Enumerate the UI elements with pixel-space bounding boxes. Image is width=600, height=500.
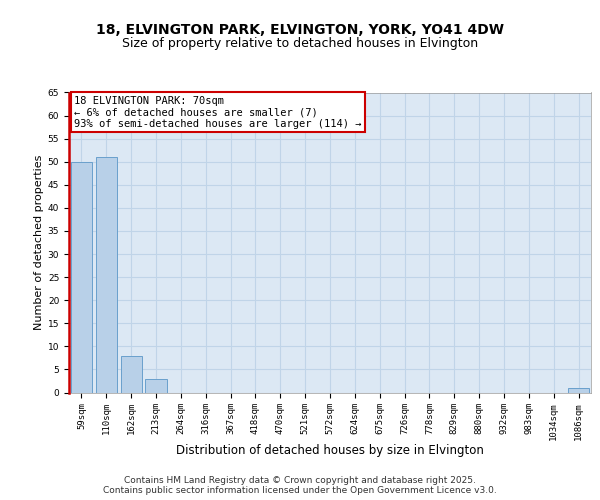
Text: Contains HM Land Registry data © Crown copyright and database right 2025.
Contai: Contains HM Land Registry data © Crown c…	[103, 476, 497, 495]
Text: 18, ELVINGTON PARK, ELVINGTON, YORK, YO41 4DW: 18, ELVINGTON PARK, ELVINGTON, YORK, YO4…	[96, 22, 504, 36]
X-axis label: Distribution of detached houses by size in Elvington: Distribution of detached houses by size …	[176, 444, 484, 457]
Text: Size of property relative to detached houses in Elvington: Size of property relative to detached ho…	[122, 38, 478, 51]
Bar	[96, 157, 117, 392]
Bar	[121, 356, 142, 393]
Y-axis label: Number of detached properties: Number of detached properties	[34, 155, 44, 330]
Bar	[71, 162, 92, 392]
Bar	[568, 388, 589, 392]
Text: 18 ELVINGTON PARK: 70sqm
← 6% of detached houses are smaller (7)
93% of semi-det: 18 ELVINGTON PARK: 70sqm ← 6% of detache…	[74, 96, 362, 128]
Bar	[145, 378, 167, 392]
